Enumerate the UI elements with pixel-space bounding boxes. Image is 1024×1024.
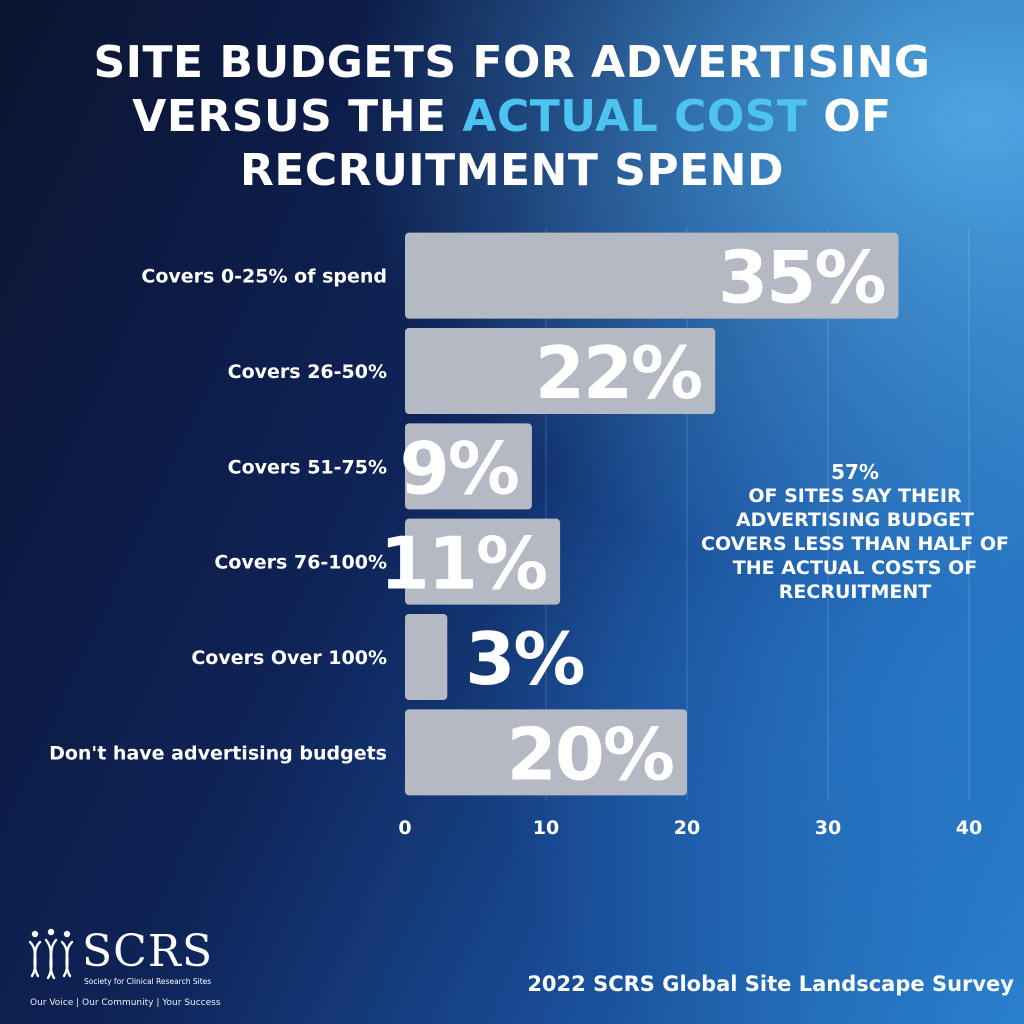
logo-full-name: Society for Clinical Research Sites [84,977,212,986]
category-label-1: Covers 26-50% [228,361,387,383]
category-label-2: Covers 51-75% [228,456,387,478]
value-label-0: 35% [718,236,884,320]
bar-1 [405,328,716,414]
scrs-people-icon [28,928,74,980]
value-label-2: 9% [400,426,518,510]
category-label-5: Don't have advertising budgets [49,742,387,764]
logo-tagline: Our Voice | Our Community | Your Success [30,998,221,1008]
bar-4 [405,614,448,700]
category-label-3: Covers 76-100% [214,552,387,574]
bar-5 [405,709,687,796]
value-label-4: 3% [465,617,583,701]
bar-0 [405,232,899,319]
title-line-2: VERSUS THE ACTUAL COST OF [0,90,1024,144]
scrs-logo: SCRS Society for Clinical Research Sites… [26,924,226,1016]
x-tick-label-1: 10 [533,817,559,839]
value-label-3: 11% [380,522,546,606]
title-highlight: ACTUAL COST [462,91,808,142]
x-tick-label-3: 30 [815,817,841,839]
value-label-5: 20% [507,712,673,796]
title-line-1: SITE BUDGETS FOR ADVERTISING [93,37,931,88]
chart-title: SITE BUDGETS FOR ADVERTISING VERSUS THE … [0,36,1024,198]
category-label-4: Covers Over 100% [191,647,387,669]
title-line-2-pre: VERSUS THE [132,91,463,142]
source-note: 2022 SCRS Global Site Landscape Survey [527,972,1014,996]
x-tick-label-2: 20 [674,817,700,839]
callout-text: OF SITES SAY THEIR ADVERTISING BUDGET CO… [701,485,1009,603]
title-line-2-post: OF [807,91,892,142]
value-label-1: 22% [535,331,701,415]
title-line-3: RECRUITMENT SPEND [239,145,785,196]
category-label-0: Covers 0-25% of spend [141,266,387,288]
logo-abbreviation: SCRS [82,926,214,977]
x-tick-label-4: 40 [956,817,982,839]
bar-2 [405,423,532,510]
x-tick-label-0: 0 [398,817,411,839]
bar-3 [405,518,561,605]
callout-percent: 57% [831,460,879,484]
callout: 57% OF SITES SAY THEIR ADVERTISING BUDGE… [700,460,1010,604]
